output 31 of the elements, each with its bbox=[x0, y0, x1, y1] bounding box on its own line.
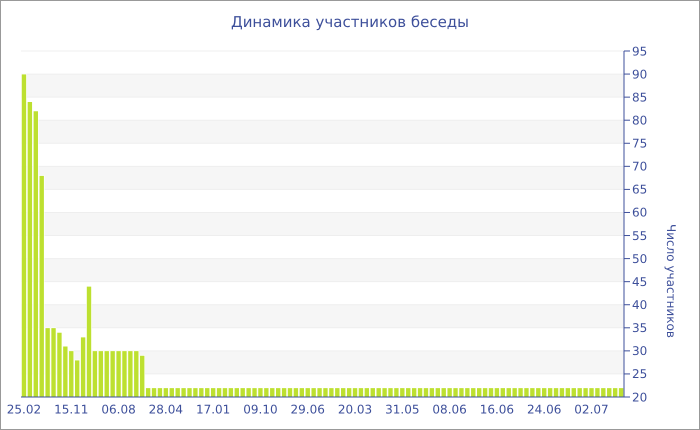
y-tick-label: 40 bbox=[632, 298, 648, 312]
x-tick-label: 17.01 bbox=[196, 402, 230, 417]
x-tick-label: 29.06 bbox=[290, 402, 325, 417]
x-tick-label: 25.02 bbox=[6, 402, 42, 417]
y-tick-label: 45 bbox=[632, 274, 648, 289]
x-tick-label: 28.04 bbox=[148, 402, 184, 417]
x-tick-label: 08.06 bbox=[432, 402, 467, 417]
chart-title: Динамика участников беседы bbox=[230, 13, 470, 31]
y-tick-label: 90 bbox=[632, 67, 648, 82]
y-tick-label: 95 bbox=[632, 44, 648, 58]
y-tick-label: 85 bbox=[632, 90, 648, 104]
x-tick-label: 09.10 bbox=[243, 402, 278, 417]
y-tick-label: 25 bbox=[632, 367, 648, 382]
y-tick-label: 65 bbox=[632, 182, 648, 197]
y-tick-label: 75 bbox=[632, 136, 648, 151]
x-tick-label: 06.08 bbox=[101, 402, 136, 417]
x-tick-label: 16.06 bbox=[480, 402, 514, 417]
y-tick-label: 60 bbox=[632, 206, 648, 220]
x-tick-label: 24.06 bbox=[527, 402, 562, 417]
y-axis-title: Число участников bbox=[664, 224, 678, 338]
x-tick-label: 20.03 bbox=[338, 402, 372, 417]
y-tick-label: 50 bbox=[632, 252, 648, 266]
y-tick-label: 80 bbox=[632, 113, 648, 128]
y-tick-label: 20 bbox=[632, 390, 648, 404]
x-tick-label: 02.07 bbox=[574, 402, 609, 417]
y-tick-label: 35 bbox=[632, 321, 648, 336]
x-tick-label: 31.05 bbox=[385, 402, 420, 417]
y-tick-label: 55 bbox=[632, 228, 648, 243]
x-tick-label: 15.11 bbox=[54, 402, 88, 417]
y-tick-label: 30 bbox=[632, 344, 648, 358]
y-tick-label: 70 bbox=[632, 160, 648, 174]
